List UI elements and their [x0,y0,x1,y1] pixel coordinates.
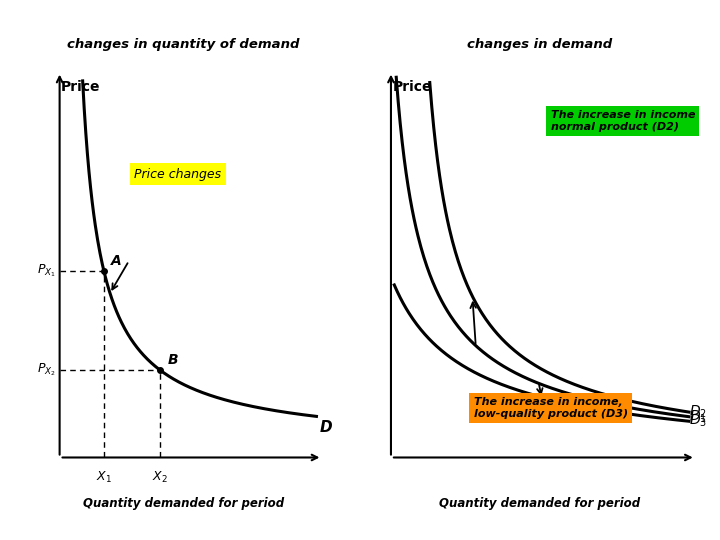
Text: The increase in income
normal product (D2): The increase in income normal product (D… [551,110,695,132]
Text: Quantity demanded for period: Quantity demanded for period [439,497,641,510]
Text: $X_1$: $X_1$ [96,470,112,485]
Text: $D_3$: $D_3$ [689,413,707,429]
Text: changes in demand: changes in demand [467,38,613,51]
Text: A: A [112,254,122,268]
Text: Quantity demanded for period: Quantity demanded for period [83,497,284,510]
Text: $X_2$: $X_2$ [152,470,168,485]
Text: $D_1$: $D_1$ [689,409,707,425]
Text: $P_{X_1}$: $P_{X_1}$ [37,263,56,279]
Text: The increase in income,
low-quality product (D3): The increase in income, low-quality prod… [474,397,628,419]
Text: B: B [167,353,178,367]
Text: Price: Price [61,80,101,94]
Text: $P_{X_2}$: $P_{X_2}$ [37,362,56,379]
Text: Price changes: Price changes [134,168,221,181]
Text: $D_2$: $D_2$ [689,404,707,420]
Text: Price: Price [392,80,432,94]
Text: changes in quantity of demand: changes in quantity of demand [68,38,300,51]
Text: D: D [320,421,332,435]
